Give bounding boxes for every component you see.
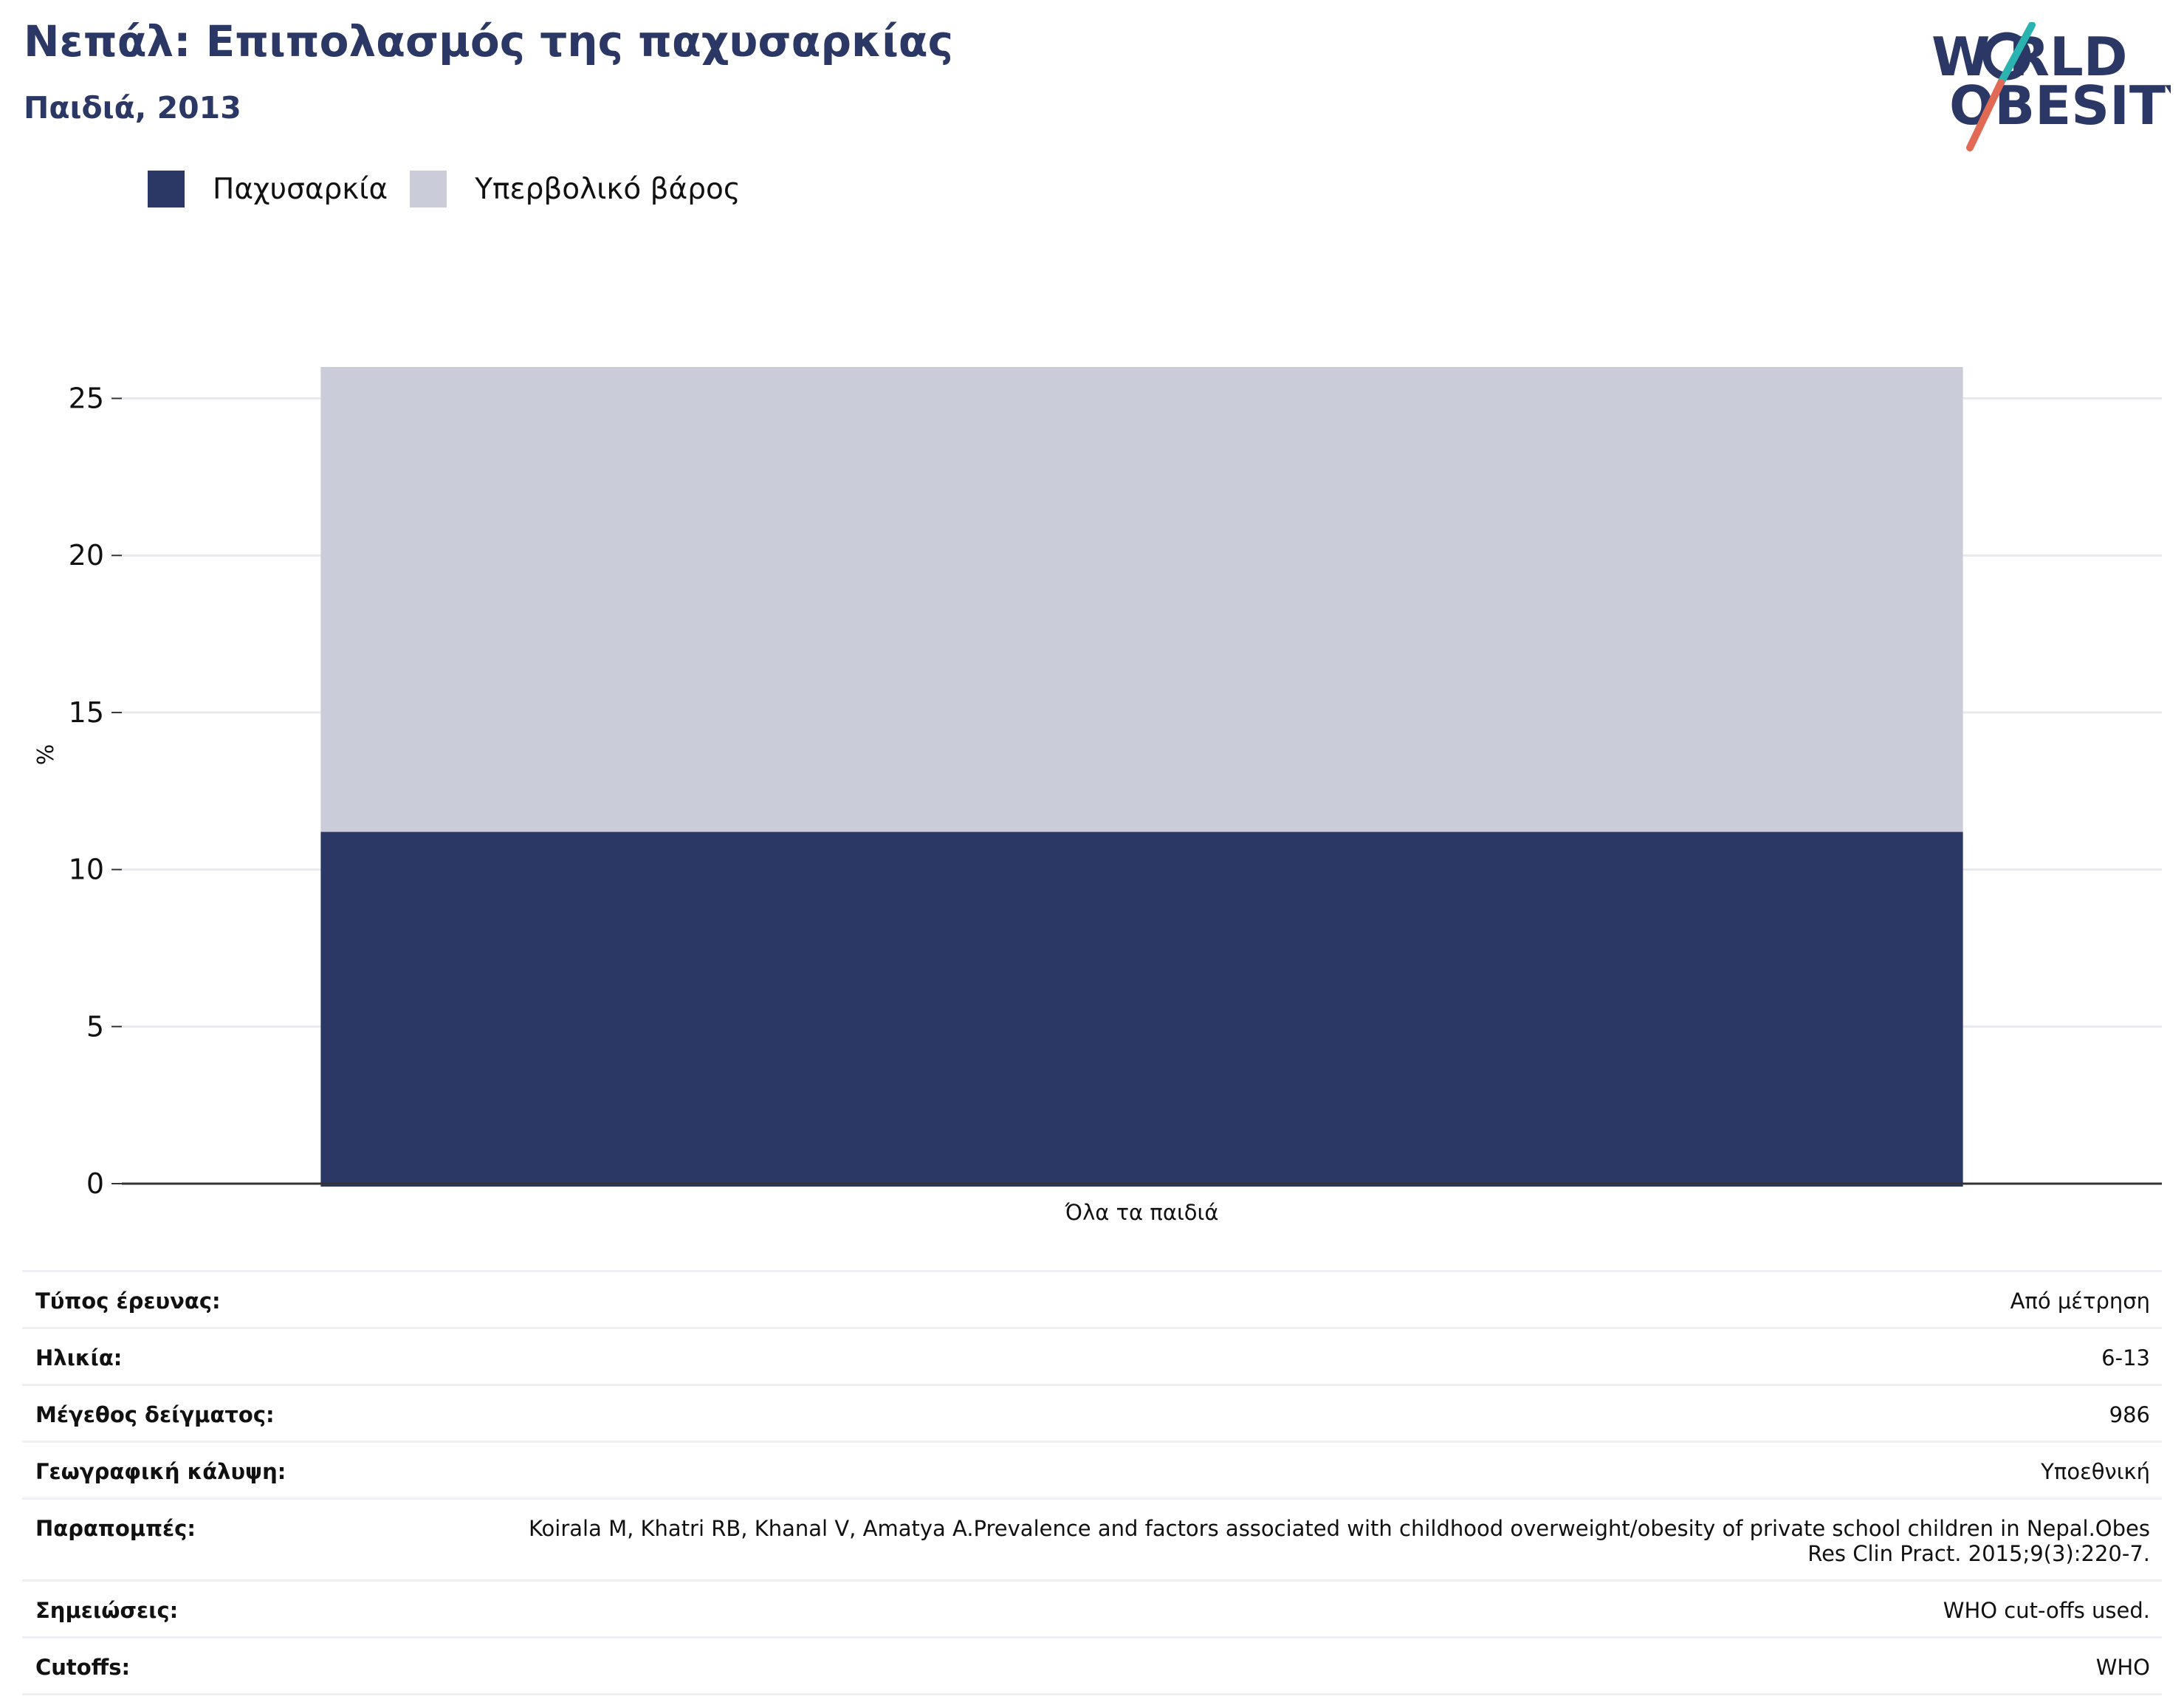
chart-title: Νεπάλ: Επιπολασμός της παχυσαρκίας: [24, 16, 954, 66]
legend-item-obesity: Παχυσαρκία: [148, 171, 388, 207]
logo-slash-bottom-icon: [1966, 79, 2005, 151]
info-key: Γεωγραφική κάλυψη:: [35, 1459, 286, 1484]
legend-item-overweight: Υπερβολικό βάρος: [410, 171, 741, 207]
bar-segment-overweight: [320, 367, 1963, 832]
y-tick-label: 10: [69, 854, 104, 886]
logo-slash-top-icon: [1997, 22, 2036, 86]
world-obesity-logo: W RLD OBESITY: [1931, 22, 2171, 151]
legend-swatch-overweight: [410, 171, 447, 207]
chart-subtitle: Παιδιά, 2013: [24, 90, 241, 126]
info-value: 986: [2109, 1402, 2150, 1427]
x-category-label: Όλα τα παιδιά: [1065, 1200, 1219, 1225]
info-row: Παραπομπές: Koirala M, Khatri RB, Khanal …: [22, 1497, 2162, 1579]
info-value: WHO cut-offs used.: [1943, 1598, 2150, 1623]
y-tick-label: 5: [86, 1010, 104, 1043]
chart-legend: Παχυσαρκία Υπερβολικό βάρος: [148, 168, 763, 210]
info-row: Τύπος έρευνας: Από μέτρηση: [22, 1270, 2162, 1327]
info-row: Ηλικία: 6-13: [22, 1327, 2162, 1384]
info-value: Koirala M, Khatri RB, Khanal V, Amatya A…: [528, 1516, 2150, 1566]
legend-label-obesity: Παχυσαρκία: [213, 172, 388, 206]
y-axis-label: %: [33, 744, 59, 766]
info-value: WHO: [2095, 1655, 2150, 1680]
info-value: 6-13: [2101, 1345, 2150, 1370]
info-key: Τύπος έρευνας:: [35, 1288, 221, 1314]
stacked-bar-chart: 0 5 10 15 20 25 Όλα τα παιδιά%: [33, 367, 2162, 1225]
y-tick-label: 20: [69, 539, 104, 572]
bar-segment-obesity: [320, 831, 1963, 1187]
info-row: Μέγεθος δείγματος: 986: [22, 1384, 2162, 1441]
info-row: Γεωγραφική κάλυψη: Υποεθνική: [22, 1441, 2162, 1497]
info-row: Cutoffs: WHO: [22, 1636, 2162, 1695]
info-row: Σημειώσεις: WHO cut-offs used.: [22, 1579, 2162, 1636]
info-key: Cutoffs:: [35, 1655, 131, 1680]
legend-label-overweight: Υπερβολικό βάρος: [475, 172, 741, 206]
info-key: Παραπομπές:: [35, 1516, 196, 1541]
info-key: Μέγεθος δείγματος:: [35, 1402, 275, 1427]
survey-info-table: Τύπος έρευνας: Από μέτρηση Ηλικία: 6-13 Μέγε…: [22, 1270, 2162, 1695]
legend-swatch-obesity: [148, 171, 185, 207]
info-value: Υποεθνική: [2041, 1459, 2150, 1484]
info-key: Σημειώσεις:: [35, 1598, 179, 1623]
y-tick-label: 0: [86, 1167, 104, 1200]
info-value: Από μέτρηση: [2010, 1288, 2150, 1314]
info-key: Ηλικία:: [35, 1345, 123, 1370]
y-tick-label: 15: [69, 696, 104, 729]
y-tick-label: 25: [69, 382, 104, 415]
